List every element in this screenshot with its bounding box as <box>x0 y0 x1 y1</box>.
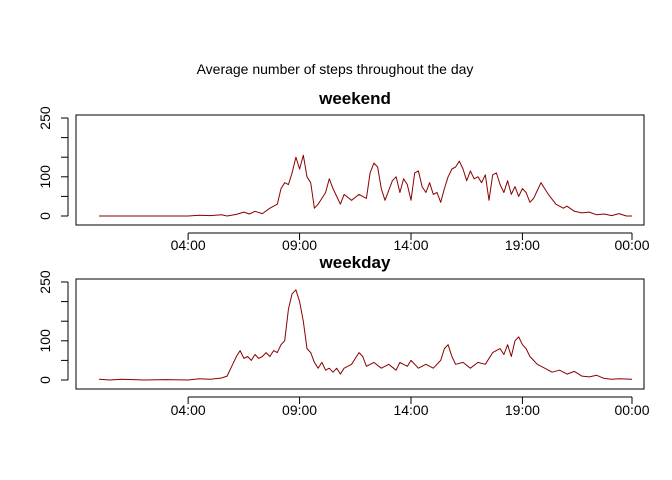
y-tick-label: 250 <box>37 106 53 130</box>
series-line-weekday <box>98 289 633 381</box>
x-tick-label: 00:00 <box>614 402 649 418</box>
panel-title: weekday <box>319 253 391 272</box>
x-tick-label: 04:00 <box>171 237 206 253</box>
panel-weekend: weekend 0 100 250 04:00 09:00 14:00 19:00 00:00 <box>37 89 650 253</box>
y-tick-label: 100 <box>37 329 53 353</box>
y-tick-label: 100 <box>37 165 53 189</box>
panel-weekday: weekday 0 100 250 04:00 09:00 14:00 19:00 00:00 <box>37 253 650 418</box>
x-tick-label: 09:00 <box>282 402 317 418</box>
figure-title: Average number of steps throughout the d… <box>197 61 474 77</box>
x-tick-label: 00:00 <box>614 237 649 253</box>
x-tick-label: 19:00 <box>505 237 540 253</box>
plot-frame <box>75 278 645 390</box>
x-tick-label: 04:00 <box>171 402 206 418</box>
panel-title: weekend <box>318 89 391 108</box>
y-tick-label: 0 <box>37 376 53 384</box>
x-tick-label: 14:00 <box>393 237 428 253</box>
series-line-weekend <box>99 154 632 217</box>
y-tick-label: 0 <box>37 212 53 220</box>
x-tick-label: 14:00 <box>393 402 428 418</box>
y-tick-label: 250 <box>37 270 53 294</box>
x-tick-label: 19:00 <box>505 402 540 418</box>
x-tick-label: 09:00 <box>282 237 317 253</box>
plot-frame <box>75 114 645 226</box>
